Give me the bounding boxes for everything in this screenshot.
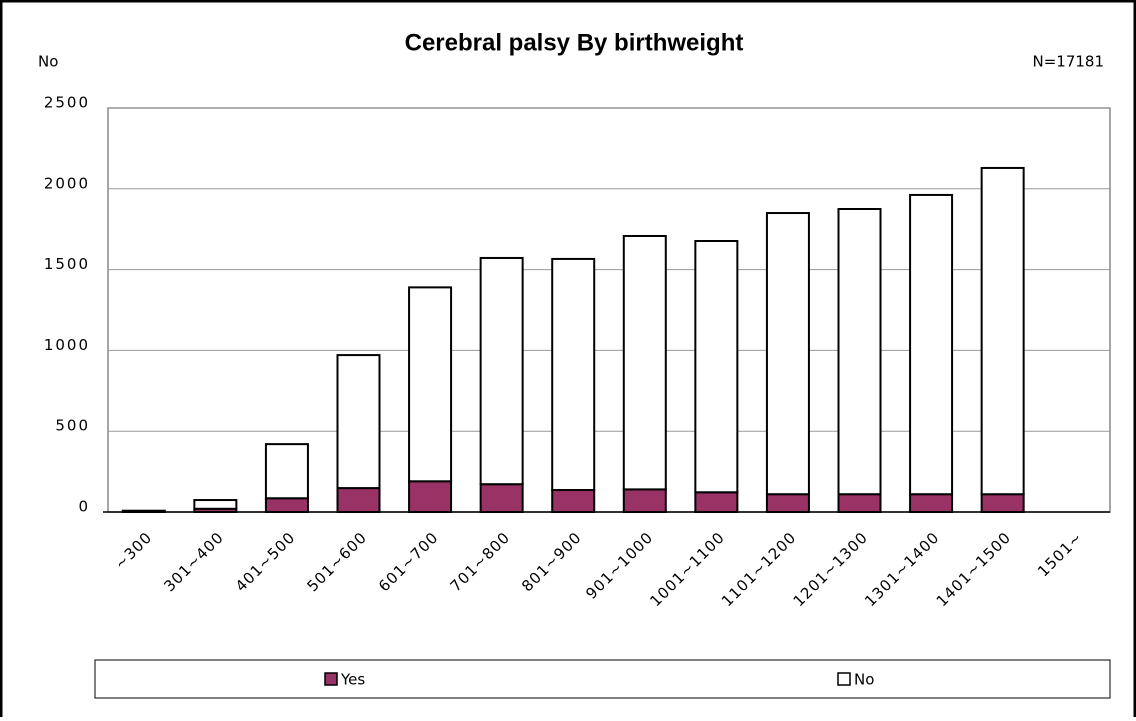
- y-tick-label: 1000: [44, 336, 90, 354]
- bar-segment: [409, 287, 451, 481]
- legend-label: Yes: [340, 671, 365, 689]
- bar-segment: [982, 494, 1024, 512]
- bar-segment: [338, 488, 380, 512]
- y-tick-label: 2000: [44, 174, 90, 192]
- legend-box: [95, 660, 1110, 698]
- bar-segment: [982, 168, 1024, 494]
- bar-segment: [123, 511, 165, 512]
- legend-label: No: [854, 671, 874, 689]
- bar-segment: [552, 490, 594, 512]
- bar-segment: [552, 259, 594, 490]
- y-axis-label: No: [38, 53, 58, 71]
- bar-segment: [839, 494, 881, 512]
- bar-segment: [767, 213, 809, 494]
- bar-segment: [338, 355, 380, 488]
- bar-segment: [624, 236, 666, 489]
- bar-segment: [266, 498, 308, 512]
- bar-segment: [767, 494, 809, 512]
- y-tick-label: 500: [55, 417, 90, 435]
- legend-swatch: [838, 673, 850, 685]
- chart-title: Cerebral palsy By birthweight: [405, 29, 744, 56]
- bar-segment: [481, 258, 523, 484]
- bar-segment: [409, 481, 451, 512]
- bar-segment: [910, 195, 952, 494]
- bar-segment: [839, 209, 881, 494]
- y-tick-label: 2500: [44, 94, 90, 112]
- bar-segment: [910, 494, 952, 512]
- bar-segment: [695, 241, 737, 492]
- annotation: N=17181: [1032, 53, 1104, 71]
- bar-segment: [624, 489, 666, 512]
- legend-swatch: [325, 673, 337, 685]
- bar-segment: [266, 444, 308, 498]
- bar-segment: [481, 484, 523, 512]
- bar-segment: [695, 492, 737, 512]
- bar-segment: [194, 500, 236, 509]
- y-tick-label: 1500: [44, 255, 90, 273]
- y-tick-label: 0: [78, 498, 90, 516]
